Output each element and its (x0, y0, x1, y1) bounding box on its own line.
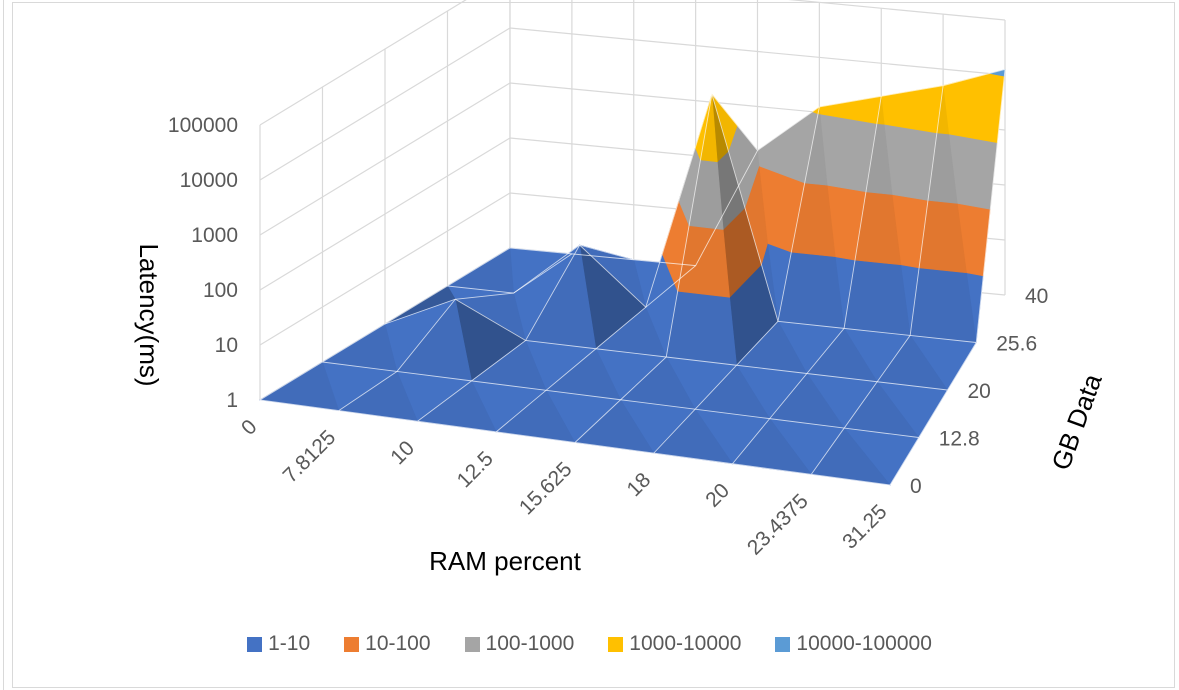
y-axis-title: GB Data (1045, 369, 1107, 473)
x-tick-label: 18 (623, 468, 656, 501)
y-tick-label: 20 (968, 380, 991, 403)
surface-facet (942, 73, 1005, 144)
surface-plot (259, 69, 1006, 486)
z-tick-label: 100 (203, 279, 238, 302)
legend-item: 10-100 (344, 632, 431, 656)
surface-gridline (509, 69, 1006, 267)
surface-gridline (259, 399, 891, 486)
surface-gridline (447, 92, 977, 343)
legend-label: 10-100 (365, 632, 431, 655)
z-tick-label: 10 (215, 334, 238, 357)
legend-swatch (247, 636, 263, 652)
legend-swatch (775, 636, 791, 652)
surface-gridline (322, 361, 919, 438)
legend-item: 100-1000 (464, 632, 575, 656)
surface-facet (446, 247, 514, 294)
surface-gridline (384, 298, 948, 391)
y-tick-label: 40 (1025, 285, 1048, 308)
legend-label: 1-10 (268, 632, 311, 655)
y-tick-label: 0 (910, 475, 922, 498)
legend-swatch (344, 636, 360, 652)
left-border (0, 0, 4, 690)
surface-facet (843, 259, 911, 336)
x-axis-title: RAM percent (429, 546, 581, 576)
x-tick-label: 20 (701, 479, 734, 512)
y-tick-label: 25.6 (996, 333, 1037, 356)
z-tick-label: 10000 (180, 169, 238, 192)
y-tick-label: 12.8 (939, 428, 980, 451)
x-tick-label: 23.4375 (743, 490, 813, 560)
x-tick-label: 0 (237, 415, 262, 440)
z-tick-label: 100000 (168, 114, 238, 137)
legend-label: 10000-100000 (796, 632, 932, 655)
x-tick-label: 12.5 (453, 447, 498, 492)
legend-item: 10000-100000 (775, 632, 932, 656)
surface-facet (665, 290, 737, 366)
z-tick-label: 1000 (191, 224, 238, 247)
legend-label: 1000-10000 (629, 632, 742, 655)
x-tick-label: 7.8125 (279, 426, 341, 488)
x-tick-label: 31.25 (838, 500, 891, 553)
wall-gridline (259, 0, 1006, 126)
legend-item: 1-10 (247, 632, 310, 656)
surface-facet (909, 267, 977, 343)
x-tick-label: 15.625 (515, 458, 577, 520)
legend-swatch (608, 636, 624, 652)
x-tick-label: 10 (386, 437, 419, 470)
z-axis-title: Latency(ms) (134, 243, 164, 386)
surface-facet (883, 123, 938, 201)
legend-label: 100-1000 (485, 632, 575, 655)
legend-item: 1000-10000 (608, 632, 741, 656)
legend-swatch (464, 636, 480, 652)
legend: 1-10 10-100 100-1000 1000-10000 10000-100000 (0, 632, 1179, 656)
z-tick-label: 1 (226, 389, 238, 412)
